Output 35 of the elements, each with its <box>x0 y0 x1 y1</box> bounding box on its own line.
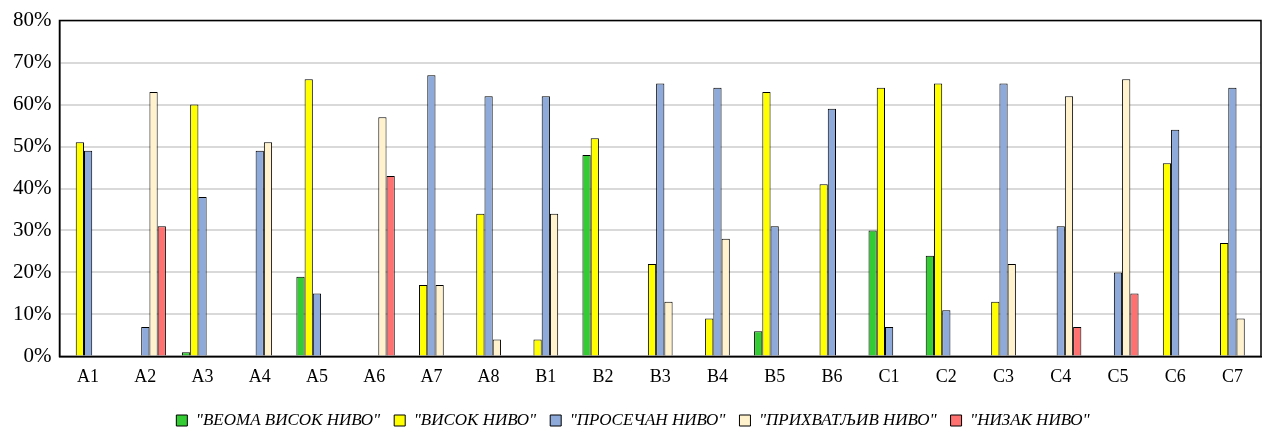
x-tick-label: C6 <box>1164 365 1186 386</box>
legend-label: "ВЕОМА ВИСОК НИВО" <box>195 409 382 429</box>
x-tick-label: A3 <box>191 365 214 386</box>
legend-label: "ВИСОК НИВО" <box>413 409 538 429</box>
legend-label: "ПРОСЕЧАН НИВО" <box>569 409 727 429</box>
y-tick-label: 60% <box>12 91 52 116</box>
y-tick-label: 50% <box>12 133 52 158</box>
x-tick-label: B4 <box>706 365 728 386</box>
x-tick-label: C1 <box>878 365 900 386</box>
y-tick-label: 80% <box>12 7 52 32</box>
x-tick-label: C5 <box>1107 365 1129 386</box>
y-tick-label: 70% <box>12 49 52 74</box>
x-tick-label: A5 <box>305 365 328 386</box>
x-tick-label: A7 <box>420 365 443 386</box>
x-tick-label: C4 <box>1050 365 1072 386</box>
x-tick-label: C2 <box>935 365 957 386</box>
x-tick-label: A2 <box>134 365 157 386</box>
y-tick-label: 0% <box>23 342 52 367</box>
legend-label: "ПРИХВАТЉИВ НИВО" <box>758 409 938 429</box>
y-tick-label: 40% <box>12 175 52 200</box>
legend-label: "НИЗАК НИВО" <box>970 409 1091 429</box>
x-tick-label: A6 <box>363 365 386 386</box>
x-tick-label: B1 <box>535 365 557 386</box>
x-tick-label: B6 <box>821 365 843 386</box>
y-tick-label: 10% <box>12 300 52 325</box>
x-tick-label: C3 <box>993 365 1015 386</box>
x-tick-label: C7 <box>1221 365 1243 386</box>
y-tick-label: 20% <box>12 258 52 283</box>
x-tick-label: B2 <box>592 365 614 386</box>
x-tick-label: B5 <box>764 365 786 386</box>
x-tick-label: A1 <box>77 365 100 386</box>
x-tick-label: A8 <box>477 365 500 386</box>
x-tick-label: B3 <box>649 365 671 386</box>
x-tick-label: A4 <box>248 365 271 386</box>
y-tick-label: 30% <box>12 216 52 241</box>
